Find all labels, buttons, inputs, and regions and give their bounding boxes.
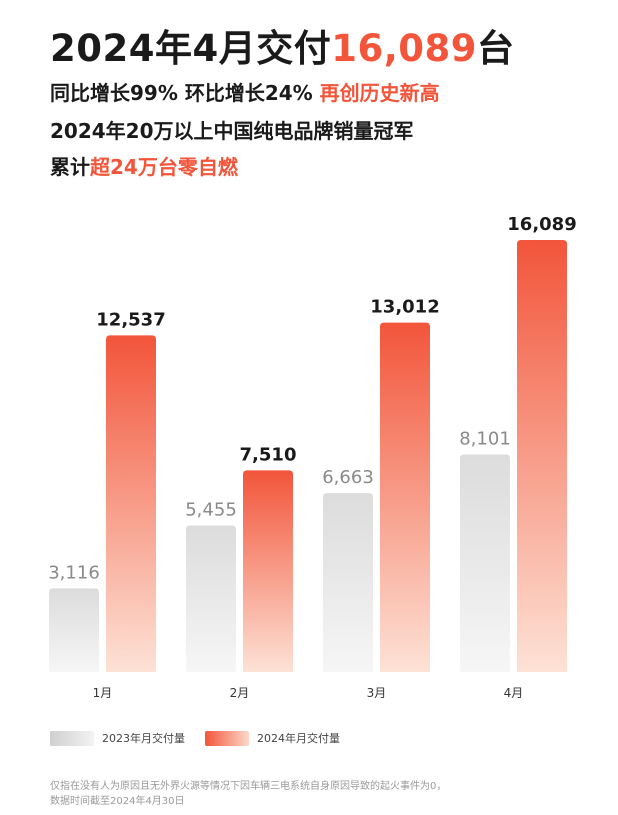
bar-2023-4 — [460, 454, 510, 672]
data-label-2023-3: 6,663 — [322, 467, 374, 488]
data-label-2023-2: 5,455 — [185, 500, 237, 521]
bar-2023-3 — [323, 493, 373, 672]
x-tick-label-2: 2月 — [230, 686, 250, 700]
data-label-2024-3: 13,012 — [370, 297, 439, 318]
footnote-line-1: 仅指在没有人为原因且无外界火源等情况下因车辆三电系统自身原因导致的起火事件为0， — [50, 781, 447, 792]
bar-2024-1 — [106, 335, 156, 672]
footnote-line-2: 数据时间截至2024年4月30日 — [50, 796, 185, 807]
headline-prefix: 2024年4月交付 — [50, 27, 332, 70]
legend-swatch-2023 — [50, 730, 94, 746]
legend-label-2024: 2024年月交付量 — [257, 732, 340, 745]
data-label-2024-1: 12,537 — [96, 309, 165, 330]
subheadline-growth: 同比增长99% 环比增长24% 再创历史新高 — [50, 77, 440, 106]
bar-2023-2 — [186, 525, 236, 672]
headline-number: 16,089 — [331, 27, 478, 70]
subheadline-safety: 累计超24万台零自燃 — [50, 151, 238, 180]
bar-2024-3 — [380, 322, 430, 672]
bar-2024-4 — [517, 240, 567, 672]
bar-2023-1 — [49, 588, 99, 672]
subheadline-growth-text: 同比增长99% 环比增长24% — [50, 81, 320, 105]
legend-label-2023: 2023年月交付量 — [102, 732, 185, 745]
x-tick-label-4: 4月 — [504, 686, 524, 700]
legend-swatch-2024 — [205, 730, 249, 746]
bar-2024-2 — [243, 470, 293, 672]
headline-suffix: 台 — [477, 27, 515, 70]
data-label-2023-4: 8,101 — [459, 428, 511, 449]
subheadline-safety-highlight: 超24万台零自燃 — [90, 155, 238, 179]
data-label-2024-2: 7,510 — [240, 444, 297, 465]
headline: 2024年4月交付16,089台 — [50, 18, 515, 72]
legend-item-2024: 2024年月交付量 — [205, 729, 340, 747]
x-tick-label-3: 3月 — [367, 686, 387, 700]
subheadline-ranking-text: 2024年20万以上中国纯电品牌销量冠军 — [50, 119, 414, 143]
subheadline-safety-text: 累计 — [50, 155, 90, 179]
subheadline-growth-highlight: 再创历史新高 — [319, 81, 440, 105]
legend-item-2023: 2023年月交付量 — [50, 729, 185, 747]
subheadline-ranking: 2024年20万以上中国纯电品牌销量冠军 — [50, 115, 414, 144]
data-label-2024-4: 16,089 — [507, 214, 576, 235]
data-label-2023-1: 3,116 — [48, 562, 100, 583]
x-tick-label-1: 1月 — [93, 686, 113, 700]
